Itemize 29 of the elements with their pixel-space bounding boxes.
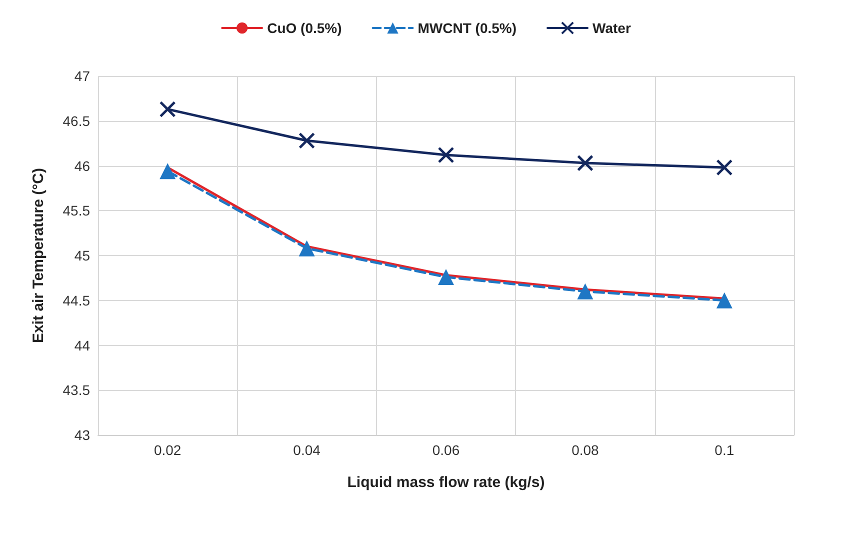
point — [716, 159, 733, 176]
y-tick-label: 45.5 — [62, 202, 90, 219]
point — [438, 269, 454, 286]
y-tick-label: 46 — [74, 158, 90, 174]
y-tick-label: 46.5 — [62, 112, 90, 129]
x-tick-label: 0.06 — [432, 442, 460, 458]
y-tick-label: 47 — [74, 68, 90, 84]
point — [159, 100, 176, 118]
y-tick-label: 44 — [74, 337, 90, 354]
x-tick-label: 0.08 — [572, 442, 600, 458]
legend-label: Water — [592, 20, 632, 36]
y-axis-title: Exit air Temperature (°C) — [30, 168, 47, 343]
x-axis-title: Liquid mass flow rate (kg/s) — [347, 474, 545, 491]
y-tick-label: 45 — [74, 248, 90, 264]
x-tick-label: 0.1 — [714, 442, 734, 458]
legend-label: MWCNT (0.5%) — [418, 20, 517, 36]
point — [438, 146, 454, 164]
point — [577, 283, 594, 300]
point — [298, 132, 316, 149]
y-tick-label: 43 — [74, 427, 90, 443]
point — [716, 292, 732, 308]
point — [160, 163, 176, 180]
point — [576, 154, 594, 172]
x-tick-label: 0.04 — [293, 442, 321, 458]
x-tick-label: 0.02 — [154, 442, 182, 458]
legend-label: CuO (0.5%) — [267, 20, 342, 36]
point — [298, 240, 315, 256]
y-tick-label: 44.5 — [62, 292, 90, 308]
y-tick-label: 43.5 — [62, 382, 90, 398]
